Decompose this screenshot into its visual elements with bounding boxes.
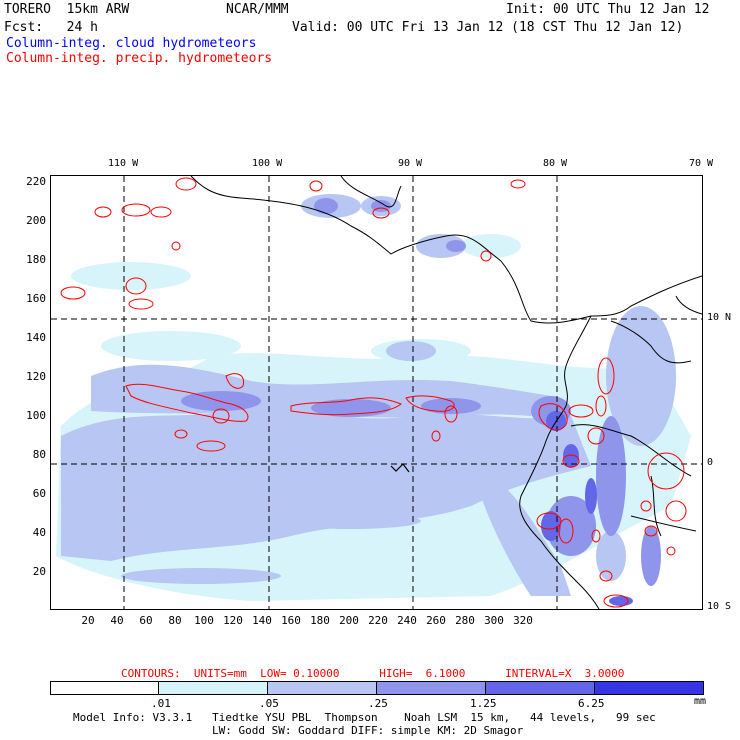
valid-time: Valid: 00 UTC Fri 13 Jan 12 (18 CST Thu … xyxy=(292,20,684,35)
x-tick: 300 xyxy=(484,614,504,627)
colorbar-level: 6.25 xyxy=(578,697,605,710)
x-tick: 20 xyxy=(81,614,95,627)
init-time: Init: 00 UTC Thu 12 Jan 12 xyxy=(506,2,710,17)
contour-info: CONTOURS: UNITS=mm LOW= 0.10000 HIGH= 6.… xyxy=(121,667,625,680)
center-label: NCAR/MMM xyxy=(226,2,289,17)
y-tick: 40 xyxy=(32,526,46,539)
model-title: TORERO 15km ARW xyxy=(4,2,130,17)
x-tick: 200 xyxy=(339,614,359,627)
x-tick: 320 xyxy=(513,614,533,627)
physics-info: LW: Godd SW: Goddard DIFF: simple KM: 2D… xyxy=(212,724,524,737)
x-tick: 140 xyxy=(252,614,272,627)
x-tick: 40 xyxy=(110,614,124,627)
y-tick: 220 xyxy=(26,175,46,188)
precip-field-label: Column-integ. precip. hydrometeors xyxy=(6,51,273,66)
lon-label-70w: 70 W xyxy=(689,158,714,169)
x-tick: 260 xyxy=(426,614,446,627)
map-plot-area xyxy=(50,175,703,610)
x-tick: 180 xyxy=(310,614,330,627)
colorbar-swatch xyxy=(51,682,159,694)
lat-label-10s: 10 S xyxy=(707,601,732,612)
colorbar-level: 1.25 xyxy=(470,697,497,710)
lat-label-10n: 10 N xyxy=(707,312,732,323)
lon-label-80w: 80 W xyxy=(543,158,568,169)
y-tick: 200 xyxy=(26,214,46,227)
colorbar-swatch xyxy=(377,682,486,694)
forecast-hour: Fcst: 24 h xyxy=(4,20,98,35)
x-tick: 280 xyxy=(455,614,475,627)
colorbar xyxy=(50,681,704,695)
colorbar-unit: mm xyxy=(694,696,707,707)
colorbar-swatch xyxy=(595,682,703,694)
colorbar-swatch xyxy=(159,682,268,694)
y-tick: 20 xyxy=(32,565,46,578)
lon-label-100w: 100 W xyxy=(252,158,283,169)
x-tick: 220 xyxy=(368,614,388,627)
coastlines xyxy=(190,176,702,609)
y-tick: 80 xyxy=(32,448,46,461)
precip-contours xyxy=(60,177,687,608)
x-tick: 240 xyxy=(397,614,417,627)
y-tick: 140 xyxy=(26,331,46,344)
cloud-field-label: Column-integ. cloud hydrometeors xyxy=(6,36,257,51)
y-tick: 180 xyxy=(26,253,46,266)
y-tick: 160 xyxy=(26,292,46,305)
colorbar-level: .01 xyxy=(151,697,171,710)
colorbar-level: .05 xyxy=(259,697,279,710)
colorbar-level: .25 xyxy=(368,697,388,710)
y-tick: 100 xyxy=(26,409,46,422)
x-tick: 120 xyxy=(223,614,243,627)
x-tick: 100 xyxy=(194,614,214,627)
latlon-grid xyxy=(51,176,702,609)
lon-label-110w: 110 W xyxy=(108,158,139,169)
x-tick: 160 xyxy=(281,614,301,627)
lat-label-0: 0 xyxy=(707,457,714,468)
lon-label-90w: 90 W xyxy=(398,158,423,169)
map-canvas xyxy=(51,176,702,609)
colorbar-swatch xyxy=(268,682,377,694)
cloud-shading-medium xyxy=(61,194,676,596)
y-tick: 120 xyxy=(26,370,46,383)
model-info: Model Info: V3.3.1 Tiedtke YSU PBL Thomp… xyxy=(73,711,656,724)
x-tick: 80 xyxy=(168,614,182,627)
x-tick: 60 xyxy=(139,614,153,627)
y-tick: 60 xyxy=(32,487,46,500)
colorbar-swatch xyxy=(486,682,595,694)
